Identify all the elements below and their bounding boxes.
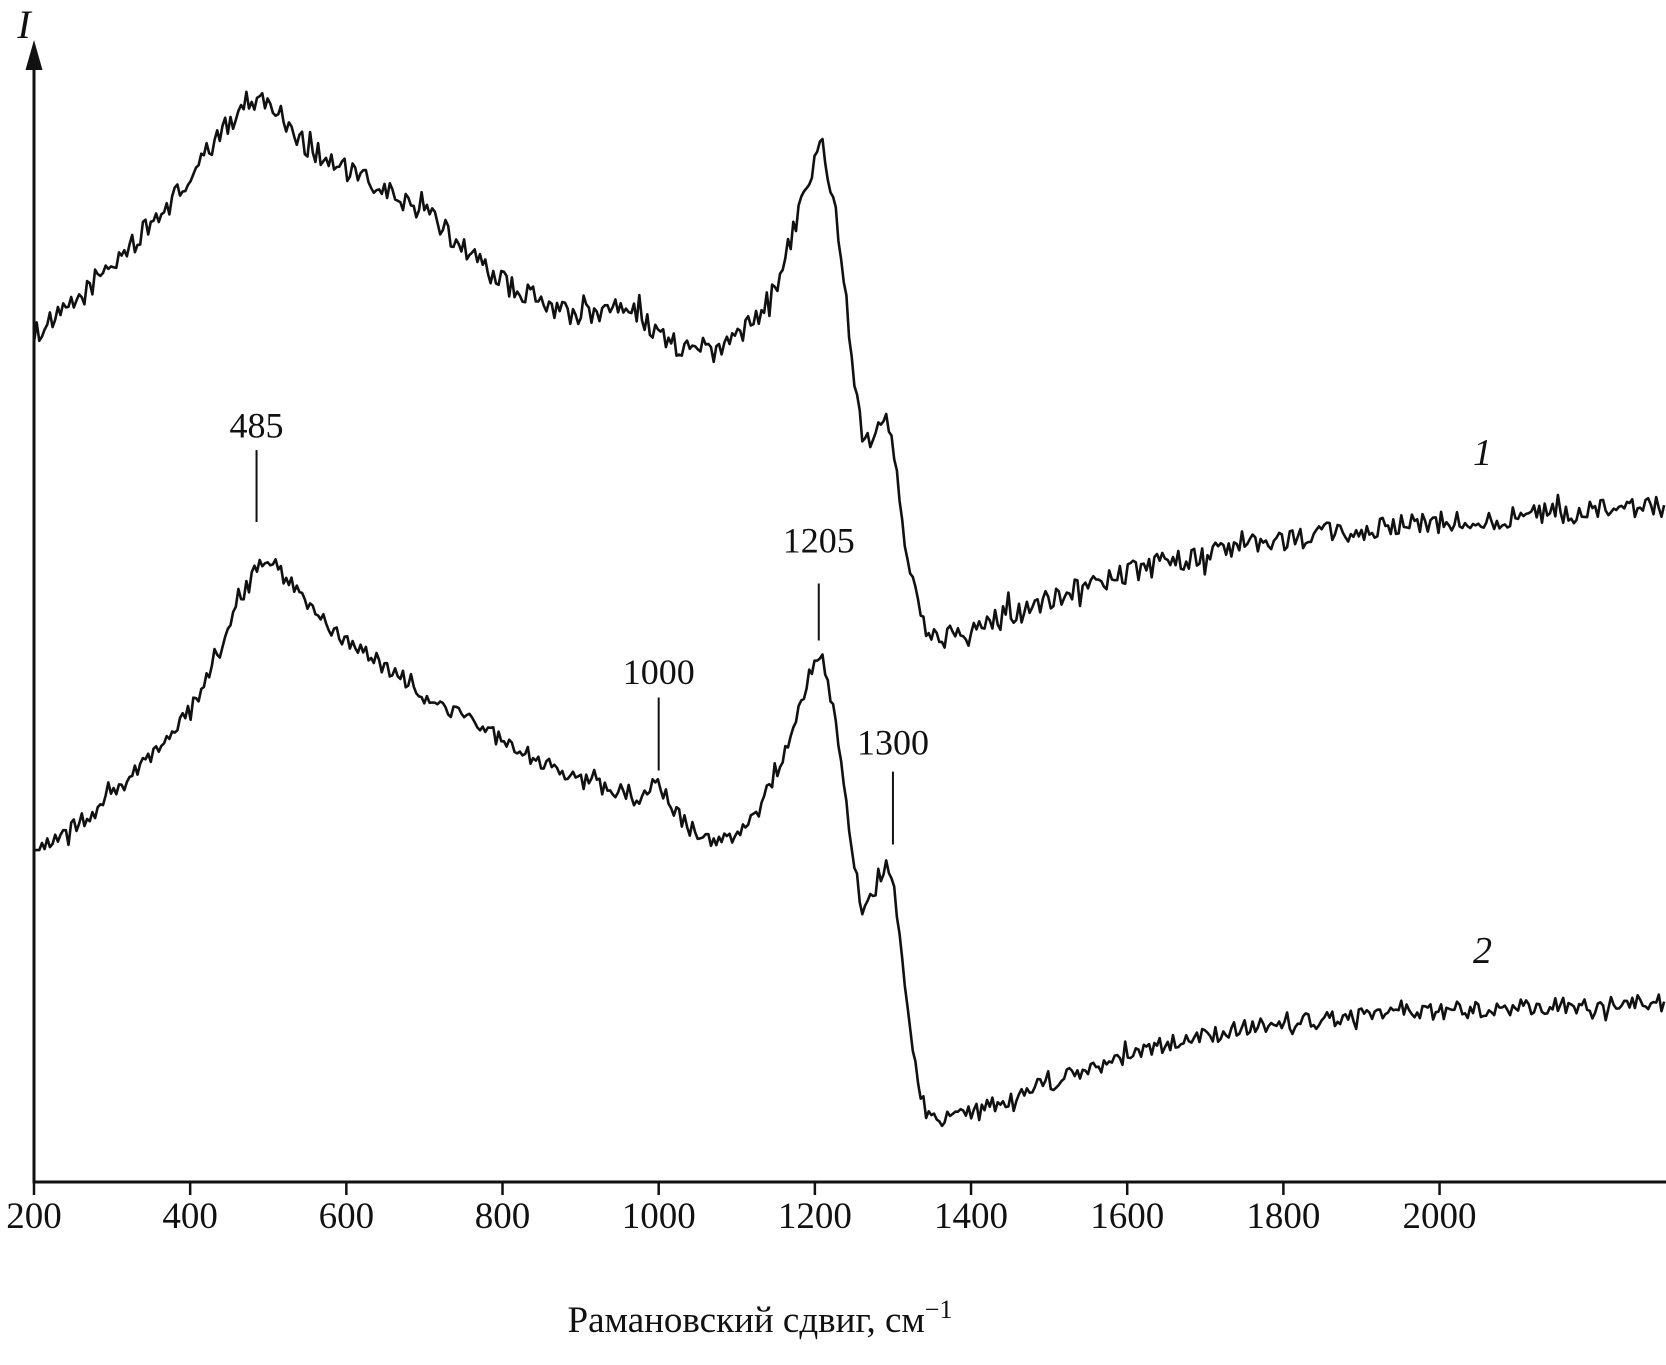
x-tick-label-1400: 1400 [934, 1196, 1008, 1237]
x-tick-label-400: 400 [162, 1196, 218, 1237]
peak-annotation-label: 1205 [783, 521, 855, 561]
peak-annotation-label: 1300 [857, 723, 929, 763]
peak-annotation-label: 485 [230, 406, 284, 446]
spectrum-curve-2 [33, 558, 1666, 1128]
peak-annotation-1300: 1300 [857, 723, 929, 845]
peak-annotations: 485 1000 1205 1300 [230, 406, 929, 845]
peak-annotation-1205: 1205 [783, 521, 855, 641]
x-tick-label-1800: 1800 [1246, 1196, 1320, 1237]
x-tick-label-800: 800 [475, 1196, 531, 1237]
x-tick-label-2000: 2000 [1403, 1196, 1477, 1237]
peak-annotation-1000: 1000 [623, 652, 695, 771]
y-axis-title: I [16, 2, 32, 47]
series-label-1: 1 [1473, 432, 1492, 474]
peak-annotation-485: 485 [230, 406, 284, 522]
spectrum-curve-1 [32, 90, 1666, 649]
x-tick-label-1200: 1200 [778, 1196, 852, 1237]
x-axis-title: Рамановский сдвиг, см−1 [568, 1295, 953, 1341]
x-axis-ticks: 200 400 600 800 1000 1200 1400 1600 1800 2000 [6, 1182, 1477, 1237]
x-tick-label-600: 600 [319, 1196, 375, 1237]
x-tick-label-1000: 1000 [622, 1196, 696, 1237]
series-label-2: 2 [1473, 930, 1492, 972]
peak-annotation-label: 1000 [623, 652, 695, 692]
x-axis-title-superscript: −1 [925, 1295, 953, 1324]
axes: I [16, 2, 1666, 1184]
spectra-curves: 12 [32, 90, 1666, 1128]
x-tick-label-200: 200 [6, 1196, 62, 1237]
x-axis-title-base: Рамановский сдвиг, см [568, 1300, 925, 1341]
x-tick-label-1600: 1600 [1090, 1196, 1164, 1237]
y-axis-arrowhead-icon [25, 40, 43, 70]
